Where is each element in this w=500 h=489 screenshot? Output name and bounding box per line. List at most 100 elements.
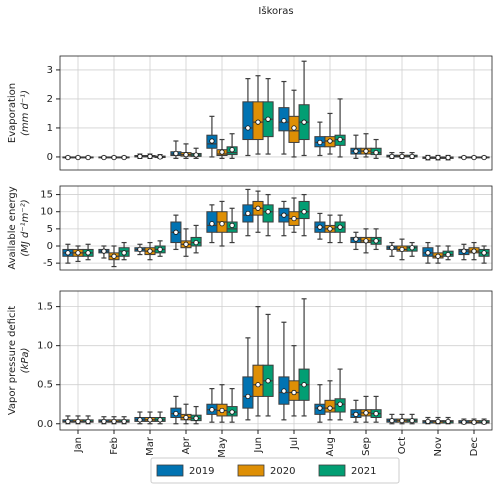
legend-swatch: [156, 464, 184, 477]
mean-marker: [435, 418, 441, 425]
x-tick-label: Jan: [73, 437, 84, 453]
mean-marker: [147, 153, 153, 159]
mean-marker: [363, 410, 369, 416]
mean-marker: [137, 153, 143, 159]
legend-label: 2021: [351, 466, 376, 477]
plot-frame: [59, 185, 493, 271]
y-tick-label: 1.0: [37, 341, 53, 352]
mean-marker: [409, 418, 415, 424]
mean-marker: [157, 154, 163, 160]
plot-frame: [59, 290, 493, 431]
x-tick-label: Dec: [469, 437, 480, 456]
mean-marker: [281, 388, 287, 394]
mean-marker: [435, 253, 441, 259]
mean-marker: [363, 148, 369, 154]
mean-marker: [291, 215, 297, 222]
mean-marker: [301, 119, 307, 125]
mean-marker: [183, 241, 189, 247]
mean-marker: [425, 154, 431, 161]
mean-marker: [111, 253, 117, 259]
mean-marker: [363, 238, 369, 244]
mean-marker: [281, 212, 287, 218]
mean-marker: [435, 154, 441, 161]
y-axis-unit: (kPa): [20, 348, 31, 374]
mean-marker: [255, 205, 261, 211]
mean-marker: [183, 152, 189, 158]
mean-marker: [471, 419, 477, 425]
y-axis-label: Vapor pressure deficit: [7, 306, 18, 415]
mean-marker: [291, 125, 297, 131]
mean-marker: [65, 154, 71, 161]
mean-marker: [301, 382, 307, 388]
x-tick-label: Jun: [253, 437, 264, 454]
x-tick-label: Apr: [181, 436, 192, 454]
mean-marker: [101, 248, 107, 254]
mean-marker: [75, 418, 81, 425]
mean-marker: [219, 149, 225, 155]
mean-marker: [229, 409, 235, 415]
mean-marker: [193, 152, 199, 158]
mean-marker: [219, 407, 225, 414]
mean-marker: [399, 153, 405, 159]
mean-marker: [425, 250, 431, 256]
y-tick-label: 15: [40, 190, 53, 201]
y-axis-label: Evaporation: [7, 83, 18, 143]
mean-marker: [461, 248, 467, 254]
mean-marker: [65, 418, 71, 425]
mean-marker: [229, 222, 235, 229]
mean-marker: [461, 419, 467, 425]
mean-marker: [317, 405, 323, 411]
x-tick-label: Mar: [145, 436, 156, 456]
y-tick-label: 0: [47, 241, 53, 252]
mean-marker: [75, 250, 81, 256]
mean-marker: [193, 415, 199, 421]
mean-marker: [229, 147, 235, 153]
y-tick-label: 0: [47, 152, 53, 163]
mean-marker: [425, 418, 431, 425]
legend-label: 2019: [189, 466, 214, 477]
mean-marker: [245, 393, 251, 400]
mean-marker: [337, 224, 343, 230]
mean-marker: [157, 246, 163, 253]
mean-marker: [461, 154, 467, 161]
mean-marker: [373, 238, 379, 244]
box: [252, 364, 264, 397]
mean-marker: [389, 245, 395, 251]
mean-marker: [265, 378, 271, 384]
mean-marker: [75, 154, 81, 161]
y-tick-label: 0.5: [37, 380, 53, 391]
y-axis-label: Available energy: [7, 186, 18, 269]
mean-marker: [389, 418, 395, 424]
mean-marker: [85, 154, 91, 161]
mean-marker: [281, 118, 287, 124]
mean-marker: [373, 411, 379, 417]
y-tick-label: -5: [43, 258, 53, 269]
y-axis-unit: (MJ d⁻¹m⁻²): [20, 199, 31, 256]
x-tick-label: Sep: [361, 437, 372, 456]
x-tick-label: Oct: [397, 437, 408, 454]
mean-marker: [121, 250, 127, 256]
mean-marker: [65, 250, 71, 256]
mean-marker: [291, 389, 297, 396]
y-axis-unit: (mm d⁻¹): [20, 90, 31, 136]
mean-marker: [445, 251, 451, 258]
mean-marker: [193, 239, 199, 246]
mean-marker: [101, 418, 107, 425]
mean-marker: [173, 411, 179, 417]
mean-marker: [265, 209, 271, 215]
legend-swatch: [237, 464, 265, 477]
mean-marker: [183, 414, 189, 421]
mean-marker: [481, 419, 487, 425]
mean-marker: [445, 154, 451, 161]
mean-marker: [337, 401, 343, 407]
y-tick-label: 1.5: [37, 302, 53, 313]
chart-title: Iškoras: [258, 5, 293, 17]
mean-marker: [373, 149, 379, 156]
mean-marker: [389, 153, 395, 159]
mean-marker: [137, 417, 143, 423]
x-tick-label: Feb: [109, 437, 120, 455]
x-tick-label: Nov: [433, 437, 444, 457]
y-tick-label: 3: [47, 65, 53, 76]
mean-marker: [409, 153, 415, 159]
mean-marker: [399, 418, 405, 424]
